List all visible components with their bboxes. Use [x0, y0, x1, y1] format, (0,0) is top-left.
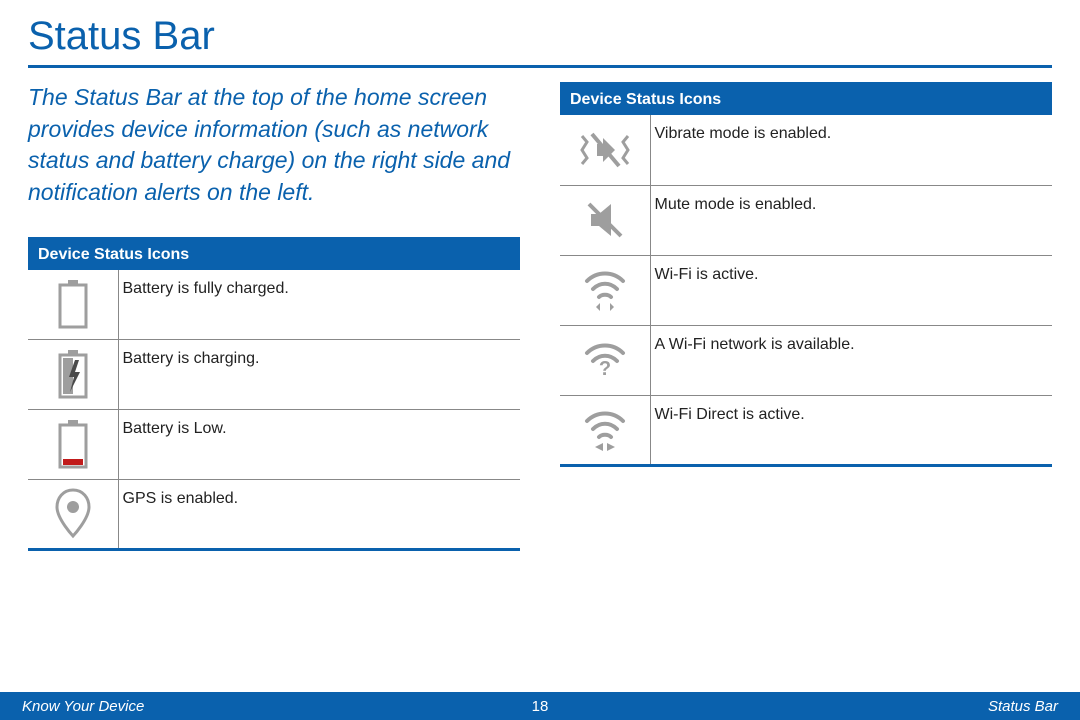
- wifi-available-icon: ?: [560, 325, 650, 395]
- wifi-active-icon: [560, 255, 650, 325]
- table-row: Wi-Fi is active.: [560, 255, 1052, 325]
- svg-text:?: ?: [599, 358, 611, 380]
- table-row: ? A Wi-Fi network is available.: [560, 325, 1052, 395]
- icon-description: Battery is fully charged.: [118, 270, 520, 340]
- table-row: Battery is Low.: [28, 410, 520, 480]
- mute-icon: [560, 185, 650, 255]
- icon-description: A Wi-Fi network is available.: [650, 325, 1052, 395]
- icon-description: Wi-Fi Direct is active.: [650, 395, 1052, 465]
- page-title: Status Bar: [28, 14, 1052, 59]
- icon-description: Battery is Low.: [118, 410, 520, 480]
- icon-description: Vibrate mode is enabled.: [650, 115, 1052, 185]
- icon-description: Mute mode is enabled.: [650, 185, 1052, 255]
- right-column: Device Status Icons Vibrate mode is enab…: [560, 82, 1052, 551]
- left-table-header: Device Status Icons: [28, 238, 520, 270]
- icon-description: Battery is charging.: [118, 340, 520, 410]
- table-row: GPS is enabled.: [28, 480, 520, 550]
- battery-charging-icon: [28, 340, 118, 410]
- footer-left: Know Your Device: [22, 698, 144, 715]
- title-rule: [28, 65, 1052, 68]
- left-column: The Status Bar at the top of the home sc…: [28, 82, 520, 551]
- right-table-header: Device Status Icons: [560, 84, 1052, 116]
- vibrate-icon: [560, 115, 650, 185]
- left-status-table: Device Status Icons Battery is fully cha…: [28, 237, 520, 552]
- icon-description: GPS is enabled.: [118, 480, 520, 550]
- table-row: Wi-Fi Direct is active.: [560, 395, 1052, 465]
- footer-page-number: 18: [532, 698, 549, 715]
- footer-right: Status Bar: [988, 698, 1058, 715]
- intro-text: The Status Bar at the top of the home sc…: [28, 82, 520, 209]
- battery-full-icon: [28, 270, 118, 340]
- table-row: Battery is fully charged.: [28, 270, 520, 340]
- battery-low-icon: [28, 410, 118, 480]
- wifi-direct-icon: [560, 395, 650, 465]
- page-footer: Know Your Device 18 Status Bar: [0, 692, 1080, 720]
- right-status-table: Device Status Icons Vibrate mode is enab…: [560, 82, 1052, 467]
- table-row: Battery is charging.: [28, 340, 520, 410]
- gps-icon: [28, 480, 118, 550]
- table-row: Mute mode is enabled.: [560, 185, 1052, 255]
- icon-description: Wi-Fi is active.: [650, 255, 1052, 325]
- table-row: Vibrate mode is enabled.: [560, 115, 1052, 185]
